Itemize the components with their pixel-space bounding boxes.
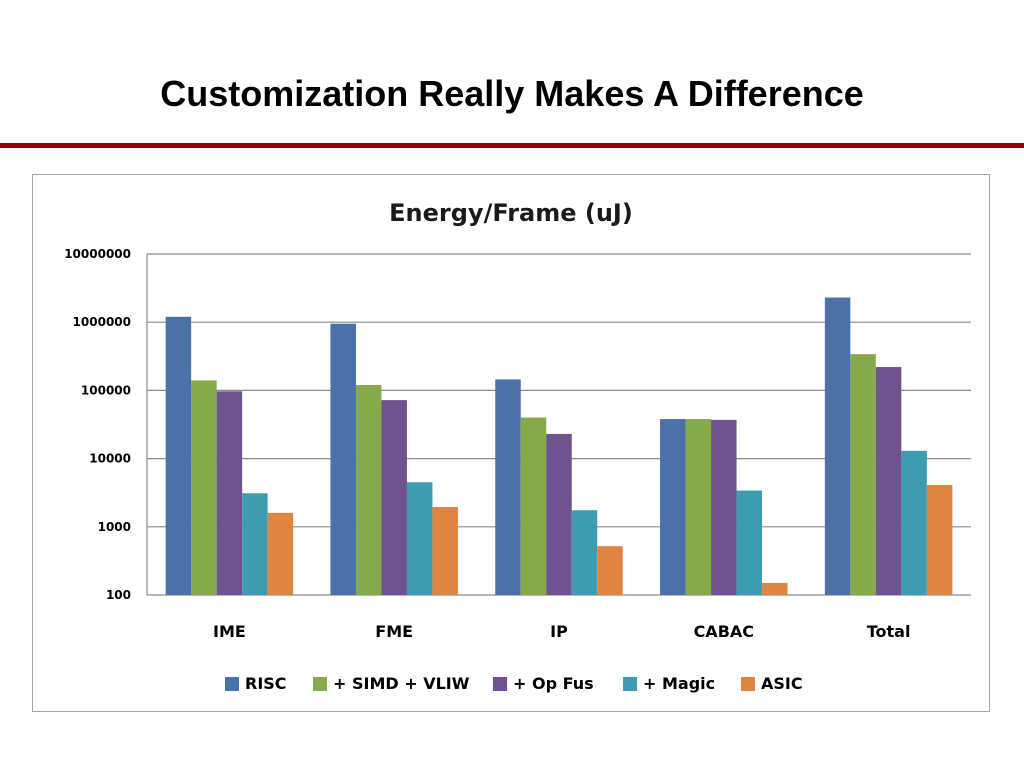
bar-fme-4 [432, 507, 458, 595]
y-tick-label: 1000000 [73, 315, 131, 329]
bar-ime-2 [216, 391, 243, 595]
bar-fme-3 [406, 482, 433, 595]
category-label: IME [213, 622, 246, 641]
bar-ime-4 [267, 512, 294, 595]
bar-total-4 [926, 485, 953, 595]
legend-label: + Op Fus [513, 674, 594, 693]
category-label: IP [550, 622, 568, 641]
bar-total-2 [875, 367, 902, 595]
bar-total-0 [824, 297, 851, 595]
legend-swatch [623, 677, 637, 691]
bar-ip-4 [597, 546, 623, 595]
chart-container: Energy/Frame (uJ) 10000000 1000000 100000 1… [32, 174, 990, 712]
bar-ip-0 [495, 379, 521, 595]
bar-total-1 [850, 354, 876, 595]
legend-label: + Magic [643, 674, 715, 693]
y-tick-label: 100000 [81, 383, 131, 397]
bar-cabac-4 [762, 582, 788, 595]
legend-swatch [493, 677, 507, 691]
bar-ime-3 [242, 493, 268, 595]
bar-total-3 [901, 450, 927, 595]
bar-cabac-3 [736, 490, 763, 595]
bar-cabac-2 [711, 419, 737, 595]
bar-cabac-1 [685, 419, 712, 595]
bar-fme-2 [381, 400, 407, 595]
legend-label: ASIC [761, 674, 803, 693]
bar-fme-0 [330, 323, 356, 595]
legend-label: + SIMD + VLIW [333, 674, 470, 693]
legend-label: RISC [245, 674, 287, 693]
category-label: Total [867, 622, 911, 641]
bar-ip-1 [520, 417, 547, 595]
title-divider [0, 143, 1024, 148]
legend-swatch [225, 677, 239, 691]
category-label: CABAC [694, 622, 754, 641]
legend: RISC + SIMD + VLIW + Op Fus + Magic ASIC [225, 674, 803, 693]
energy-chart: Energy/Frame (uJ) 10000000 1000000 100000 1… [64, 199, 971, 693]
y-tick-label: 10000000 [64, 247, 131, 261]
chart-title: Energy/Frame (uJ) [389, 199, 633, 227]
y-tick-label: 1000 [98, 520, 131, 534]
bar-ip-2 [546, 433, 572, 595]
category-label: FME [375, 622, 413, 641]
y-tick-label: 10000 [89, 452, 131, 466]
bar-ime-1 [191, 380, 217, 595]
bar-cabac-0 [660, 419, 686, 595]
y-tick-label: 100 [106, 588, 131, 602]
bar-fme-1 [355, 384, 382, 595]
legend-swatch [741, 677, 755, 691]
bar-ip-3 [571, 510, 598, 595]
slide-title: Customization Really Makes A Difference [160, 73, 864, 114]
bar-ime-0 [165, 316, 192, 595]
legend-swatch [313, 677, 327, 691]
